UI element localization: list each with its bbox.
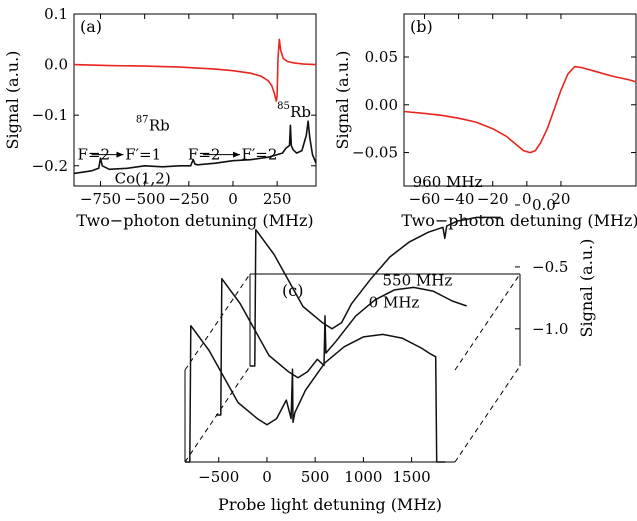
arrow-head xyxy=(233,151,241,158)
series-label: 550 MHz xyxy=(383,271,453,289)
x-tick-label: −20 xyxy=(477,190,509,208)
y-tick-label: 0.00 xyxy=(365,96,398,114)
panel-label: (c) xyxy=(282,281,303,300)
y-tick-label: 0.05 xyxy=(365,48,398,66)
x-tick-label: 500 xyxy=(301,468,330,486)
series-line xyxy=(216,277,467,416)
x-axis-title: Two−photon detuning (MHz) xyxy=(76,211,313,230)
x-tick-label: 1000 xyxy=(344,468,382,486)
x-tick-label: −40 xyxy=(443,190,475,208)
panel-label: (b) xyxy=(410,17,433,36)
y-axis-title: Signal (a.u.) xyxy=(3,51,22,150)
annotation-label: F=2 xyxy=(188,146,221,164)
x-tick-label: −500 xyxy=(124,190,165,208)
annotation-label: Co(1,2) xyxy=(115,169,171,187)
series-line xyxy=(403,65,637,154)
x-tick-label: −60 xyxy=(409,190,441,208)
isotope-label: Rb xyxy=(290,103,311,121)
y-tick-label: −0.5 xyxy=(532,258,568,276)
panel-b: −60 −40 −20 0 20 0.05 0.00 −0.05 Two−photon detu… xyxy=(333,13,637,230)
y-axis-title: Signal (a.u.) xyxy=(333,51,352,150)
y-tick-label: −0.2 xyxy=(32,157,68,175)
isotope-mass: 85 xyxy=(277,101,290,112)
annotation-label: F′=2 xyxy=(241,146,277,164)
panel-label: (a) xyxy=(80,17,102,36)
depth-connector xyxy=(184,273,251,371)
series-line xyxy=(73,38,317,102)
isotope-label: Rb xyxy=(149,116,170,134)
x-tick-label: 250 xyxy=(263,190,292,208)
x-tick-label: 1500 xyxy=(393,468,431,486)
series-label: 960 MHz xyxy=(413,173,483,191)
x-tick-label: 0 xyxy=(228,190,238,208)
arrow-head xyxy=(116,151,124,158)
x-tick-label: 20 xyxy=(551,190,570,208)
annotation-label: F′=1 xyxy=(125,146,161,164)
depth-connector xyxy=(454,273,521,371)
y-tick-label: −1.0 xyxy=(532,320,568,338)
series-label: 0 MHz xyxy=(369,294,420,312)
y-tick-label: −0.1 xyxy=(32,106,68,124)
y-axis-title: Signal (a.u.) xyxy=(577,239,596,338)
x-tick-label: 0 xyxy=(522,190,532,208)
x-axis-title: Two−photon detuning (MHz) xyxy=(401,211,637,230)
plot-frame xyxy=(73,13,317,187)
plot-frame xyxy=(403,13,637,187)
series-line xyxy=(185,324,446,463)
y-tick-label: 0.0 xyxy=(532,196,556,214)
x-tick-label: −250 xyxy=(168,190,209,208)
y-tick-label: 0.0 xyxy=(44,56,68,74)
x-tick-label: −750 xyxy=(80,190,121,208)
series-line xyxy=(250,216,501,367)
y-tick-label: 0.1 xyxy=(44,5,68,23)
isotope-mass: 87 xyxy=(136,114,149,125)
x-tick-label: −500 xyxy=(198,468,239,486)
panel-c: −500 0 500 1000 1500 0.0 −0.5 −1.0 0 MHz 550 MHz 9… xyxy=(184,173,596,514)
x-tick-label: 0 xyxy=(262,468,272,486)
depth-connector xyxy=(454,365,521,463)
depth-connector xyxy=(184,365,251,463)
panel-a: −750 −500 −250 0 250 0.1 0.0 −0.1 −0.2 Two−photon… xyxy=(3,5,317,230)
series-line xyxy=(73,120,317,175)
y-tick-label: −0.05 xyxy=(352,144,398,162)
x-axis-title: Probe light detuning (MHz) xyxy=(218,495,442,514)
annotation-label: F=2 xyxy=(78,146,111,164)
